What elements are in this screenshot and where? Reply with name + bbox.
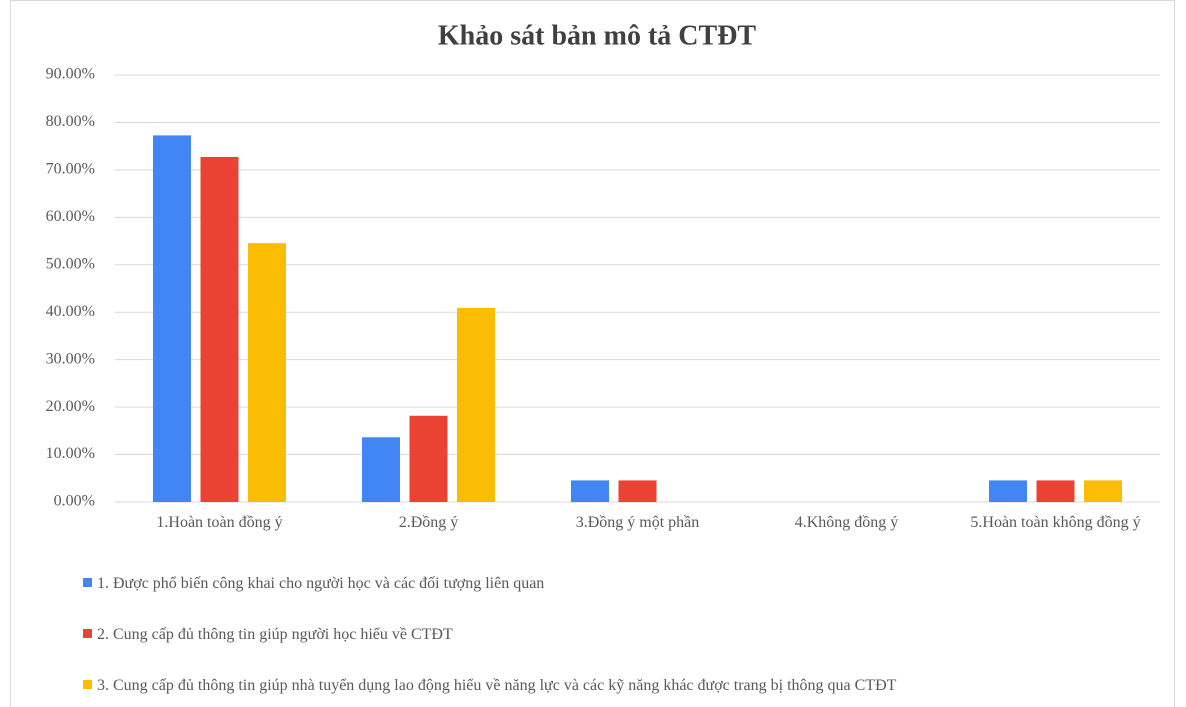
y-tick-label: 60.00% (46, 208, 95, 225)
legend-swatch (83, 629, 92, 638)
bar (989, 480, 1027, 502)
y-tick-label: 10.00% (46, 445, 95, 462)
x-tick-label: 5.Hoàn toàn không đồng ý (970, 514, 1141, 531)
y-tick-label: 70.00% (46, 161, 95, 178)
y-tick-label: 40.00% (46, 303, 95, 320)
bar (409, 415, 448, 502)
bar (618, 480, 657, 502)
x-tick-label: 3.Đồng ý một phần (575, 514, 700, 531)
legend-swatch (83, 578, 92, 587)
bar (571, 480, 609, 502)
y-tick-label: 90.00% (46, 66, 95, 83)
legend-item: 1. Được phổ biến công khai cho người học… (83, 575, 1143, 593)
legend-label: 3. Cung cấp đủ thông tin giúp nhà tuyển … (97, 677, 897, 694)
x-tick-label: 1.Hoàn toàn đồng ý (156, 514, 283, 531)
chart-frame (10, 0, 1175, 707)
bar (1084, 480, 1122, 502)
bar (248, 243, 286, 502)
y-tick-label: 80.00% (46, 113, 95, 130)
y-tick-label: 30.00% (46, 350, 95, 367)
legend-swatch (83, 680, 92, 689)
y-tick-label: 0.00% (54, 493, 95, 510)
x-tick-label: 2.Đồng ý (398, 514, 459, 531)
x-tick-label: 4.Không đồng ý (794, 514, 899, 531)
bar (153, 135, 191, 502)
bar (362, 437, 400, 502)
bar (1036, 480, 1075, 502)
bar (457, 307, 495, 502)
y-tick-label: 20.00% (46, 398, 95, 415)
legend-item: 3. Cung cấp đủ thông tin giúp nhà tuyển … (83, 677, 1143, 695)
y-tick-label: 50.00% (46, 255, 95, 272)
bar (200, 156, 239, 502)
chart-title: Khảo sát bản mô tả CTĐT (438, 20, 756, 51)
legend-item: 2. Cung cấp đủ thông tin giúp người học … (83, 626, 1143, 644)
legend-label: 2. Cung cấp đủ thông tin giúp người học … (97, 626, 453, 643)
legend-label: 1. Được phổ biến công khai cho người học… (97, 575, 545, 592)
